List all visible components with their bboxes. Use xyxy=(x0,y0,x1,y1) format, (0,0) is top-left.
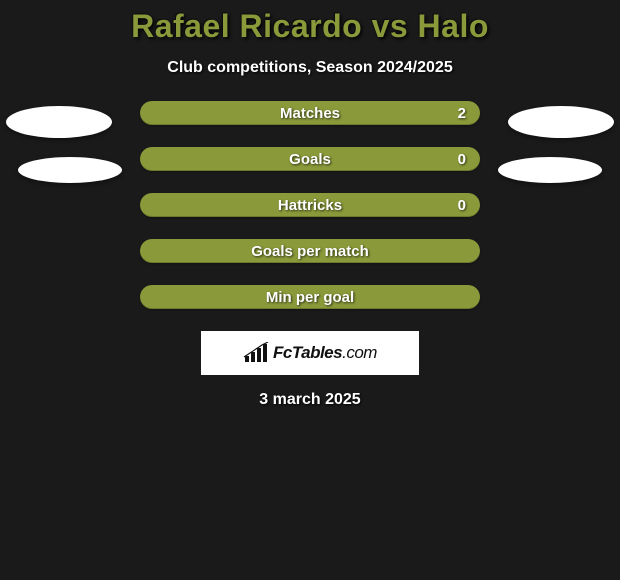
stats-area: Matches 2 Goals 0 Hattricks 0 Goals per … xyxy=(0,101,620,409)
stat-row-min-per-goal: Min per goal xyxy=(140,285,480,309)
logo-brand: FcTables xyxy=(273,343,342,362)
subtitle: Club competitions, Season 2024/2025 xyxy=(0,59,620,77)
infographic-container: Rafael Ricardo vs Halo Club competitions… xyxy=(0,0,620,409)
page-title: Rafael Ricardo vs Halo xyxy=(0,8,620,45)
stat-label: Min per goal xyxy=(140,285,480,309)
stat-value: 2 xyxy=(458,101,466,125)
player-photo-placeholder-right-2 xyxy=(498,157,602,183)
stat-label: Matches xyxy=(140,101,480,125)
logo-suffix: .com xyxy=(342,343,377,362)
stat-label: Goals per match xyxy=(140,239,480,263)
stat-row-hattricks: Hattricks 0 xyxy=(140,193,480,217)
stat-row-goals-per-match: Goals per match xyxy=(140,239,480,263)
stat-row-matches: Matches 2 xyxy=(140,101,480,125)
stat-value: 0 xyxy=(458,147,466,171)
player-photo-placeholder-left-2 xyxy=(18,157,122,183)
player-photo-placeholder-left-1 xyxy=(6,106,112,138)
stat-label: Hattricks xyxy=(140,193,480,217)
stat-value: 0 xyxy=(458,193,466,217)
stat-label: Goals xyxy=(140,147,480,171)
bar-chart-icon xyxy=(243,342,269,364)
date-label: 3 march 2025 xyxy=(0,391,620,409)
logo-text: FcTables.com xyxy=(273,343,377,363)
logo-box: FcTables.com xyxy=(201,331,419,375)
stat-row-goals: Goals 0 xyxy=(140,147,480,171)
player-photo-placeholder-right-1 xyxy=(508,106,614,138)
